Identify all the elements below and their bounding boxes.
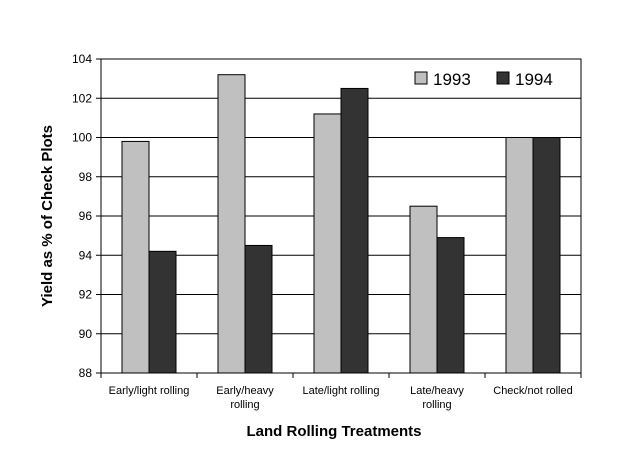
y-tick-label: 100 <box>72 131 92 145</box>
bar-1993-1 <box>217 74 246 374</box>
x-category-label: rolling <box>230 399 259 411</box>
x-category-label: Check/not rolled <box>493 385 573 397</box>
x-category-label: rolling <box>422 399 451 411</box>
legend-swatch-1994 <box>496 71 510 85</box>
x-category-label: Late/light rolling <box>302 385 379 397</box>
y-axis-ticks: 88 90 92 94 96 98 100 102 104 <box>72 52 101 380</box>
legend-label-1994: 1994 <box>515 70 553 89</box>
legend-label-1993: 1993 <box>433 70 471 89</box>
y-axis-title: Yield as % of Check Plots <box>39 125 56 307</box>
bar-1994-0 <box>148 250 177 374</box>
bar-1993-3 <box>409 205 438 374</box>
y-tick-label: 90 <box>79 327 93 341</box>
bars <box>121 74 561 374</box>
y-tick-label: 92 <box>79 288 93 302</box>
bar-1993-0 <box>121 140 150 374</box>
legend-swatch-1993 <box>414 71 428 85</box>
x-category-label: Early/light rolling <box>109 385 190 397</box>
x-axis-title: Land Rolling Treatments <box>246 423 421 440</box>
y-tick-label: 96 <box>79 209 93 223</box>
bar-1994-2 <box>340 87 369 374</box>
x-category-label: Early/heavy <box>216 385 274 397</box>
x-category-label: Late/heavy <box>410 385 464 397</box>
bar-1994-4 <box>532 137 561 374</box>
y-tick-label: 104 <box>72 52 92 66</box>
bar-1994-3 <box>436 237 465 374</box>
y-tick-label: 102 <box>72 91 92 105</box>
y-tick-label: 98 <box>79 170 93 184</box>
y-tick-label: 94 <box>79 248 93 262</box>
bar-1994-1 <box>244 244 273 374</box>
y-tick-label: 88 <box>79 366 93 380</box>
bar-1993-4 <box>505 137 534 374</box>
x-axis-categories: Early/light rolling Early/heavy rolling Lat… <box>100 373 582 411</box>
legend: 1993 1994 <box>414 70 553 89</box>
bar-1993-2 <box>313 113 342 374</box>
